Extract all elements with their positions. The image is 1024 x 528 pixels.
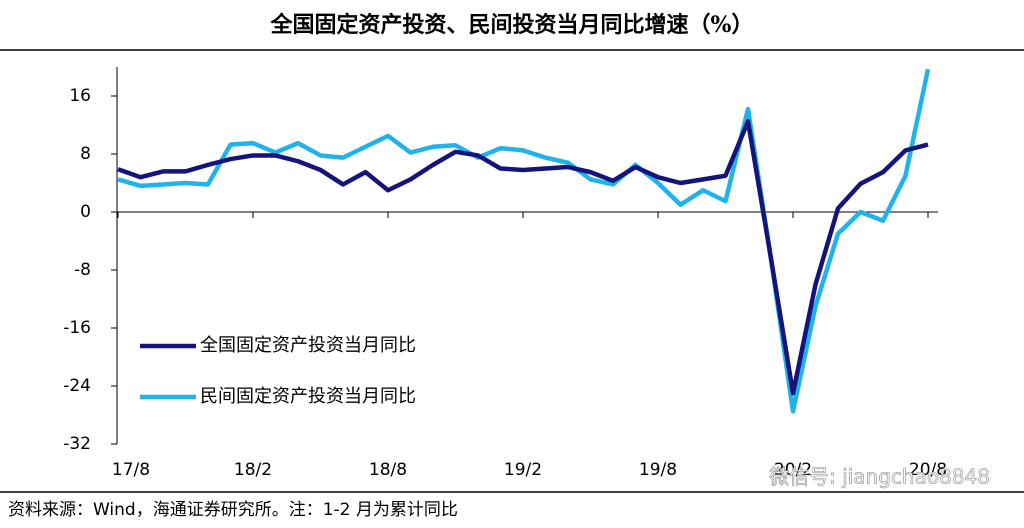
y-tick-label: 8 <box>80 144 91 164</box>
legend-label: 民间固定资产投资当月同比 <box>200 386 416 407</box>
chart-title: 全国固定资产投资、民间投资当月同比增速（%） <box>270 12 754 38</box>
legend-label: 全国固定资产投资当月同比 <box>200 335 416 356</box>
y-tick-label: -24 <box>63 376 91 396</box>
x-tick-label: 19/2 <box>504 460 542 480</box>
y-tick-label: -32 <box>63 434 91 454</box>
x-tick-label: 17/8 <box>112 460 150 480</box>
y-tick-label: 0 <box>80 202 91 222</box>
series-line <box>117 68 931 414</box>
series-line <box>117 119 929 396</box>
x-tick-label: 18/8 <box>369 460 407 480</box>
x-tick-label: 19/8 <box>639 460 677 480</box>
source-note: 资料来源：Wind，海通证券研究所。注：1-2 月为累计同比 <box>8 500 458 520</box>
y-tick-label: 16 <box>69 86 91 106</box>
watermark: 微信号: jiangchao8848 <box>769 465 990 489</box>
x-tick-label: 18/2 <box>234 460 272 480</box>
y-tick-label: -8 <box>74 260 91 280</box>
x-tick-label: 20/2 <box>774 460 812 480</box>
x-tick-label: 20/8 <box>909 460 947 480</box>
y-tick-label: -16 <box>63 318 91 338</box>
